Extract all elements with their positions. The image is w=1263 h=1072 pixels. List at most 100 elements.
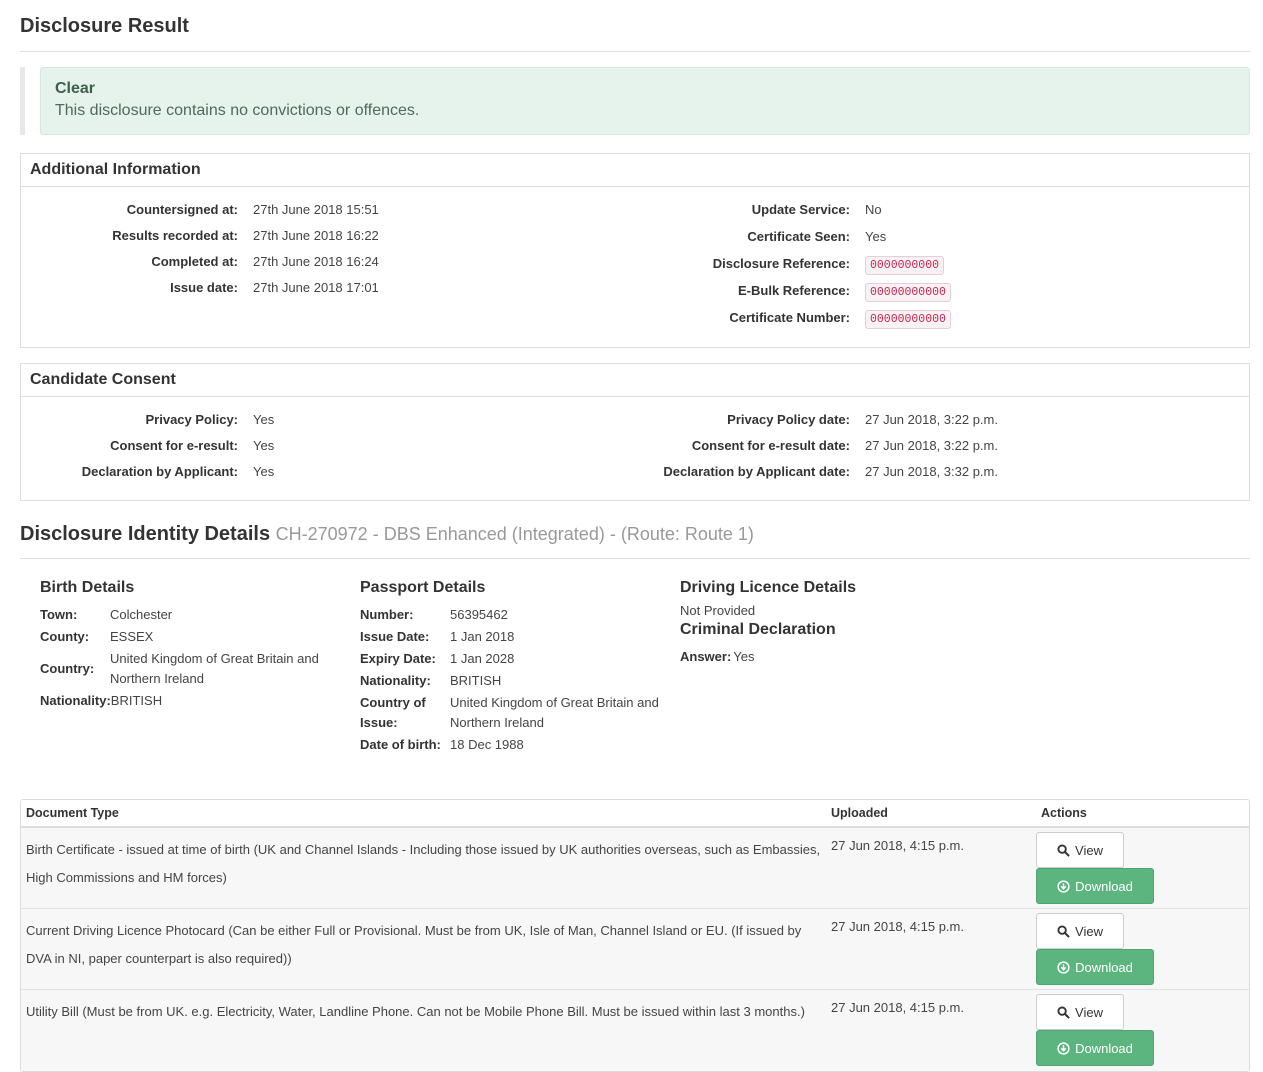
field-value: 27th June 2018 16:24 [253,254,379,269]
table-row: Birth Certificate - issued at time of bi… [21,828,1249,909]
view-label: View [1075,1004,1103,1020]
field-label: County: [40,629,90,644]
field-value: ESSEX [110,629,154,644]
download-label: Download [1075,878,1133,894]
birth-county-row: County: ESSEX [40,627,360,647]
field-label: Certificate Seen: [747,229,850,244]
actions-cell: View Download [1036,828,1249,908]
passport-issue-date-row: Issue Date: 1 Jan 2018 [360,627,680,647]
view-button[interactable]: View [1036,913,1124,949]
passport-details-title: Passport Details [360,579,486,596]
document-type-cell: Current Driving Licence Photocard (Can b… [26,923,802,966]
certificate-number-code: 00000000000 [865,310,951,329]
field-value: 27 Jun 2018, 3:32 p.m. [865,464,998,479]
document-type-cell: Utility Bill (Must be from UK. e.g. Elec… [26,1004,805,1019]
download-button[interactable]: Download [1036,868,1154,904]
identity-title: Disclosure Identity Details [20,523,271,545]
ebulk-reference-code: 00000000000 [865,283,951,302]
declaration-date-row: Declaration by Applicant date: 27 Jun 201… [635,464,1249,490]
birth-nationality-row: Nationality: BRITISH [40,691,360,711]
field-value: 27 Jun 2018, 3:22 p.m. [865,438,998,453]
passport-details: Passport Details Number: 56395462 Issue D… [360,579,680,799]
identity-details: Birth Details Town: Colchester County: ESS… [20,559,1250,799]
consent-left: Privacy Policy: Yes Consent for e-result:… [21,412,635,490]
field-value: 27th June 2018 15:51 [253,202,379,217]
alert-text: This disclosure contains no convictions … [55,102,420,119]
view-label: View [1075,842,1103,858]
col-header-document-type: Document Type [26,806,119,820]
field-label: Country: [40,661,95,676]
passport-country-row: Country of Issue: United Kingdom of Great… [360,693,680,733]
documents-table: Document Type Uploaded Actions Birth Cer… [20,799,1250,1072]
page-title: Disclosure Result [20,0,1250,52]
privacy-policy-date-row: Privacy Policy date: 27 Jun 2018, 3:22 p.… [635,412,1249,438]
field-label: Date of birth: [360,737,441,752]
field-label: Issue Date: [360,629,430,644]
additional-info-right: Update Service: No Certificate Seen: Yes D… [635,202,1249,337]
uploaded-cell: 27 Jun 2018, 4:15 p.m. [831,838,964,853]
view-button[interactable]: View [1036,994,1124,1030]
consent-right: Privacy Policy date: 27 Jun 2018, 3:22 p.… [635,412,1249,490]
field-value: Colchester [110,607,173,622]
update-service-row: Update Service: No [635,202,1249,229]
field-label: Consent for e-result: [110,438,238,453]
field-value: United Kingdom of Great Britain and Nort… [450,695,659,730]
table-row: Utility Bill (Must be from UK. e.g. Elec… [21,990,1249,1071]
field-label: Results recorded at: [112,228,238,243]
field-value: 1 Jan 2018 [450,629,515,644]
download-label: Download [1075,1040,1133,1056]
field-value: Yes [253,412,275,427]
actions-cell: View Download [1036,990,1249,1071]
field-label: Number: [360,607,414,622]
declaration-row: Declaration by Applicant: Yes [21,464,635,490]
candidate-consent-panel: Candidate Consent Privacy Policy: Yes Con… [20,363,1250,501]
download-circle-icon [1057,879,1070,893]
download-circle-icon [1057,1041,1070,1055]
field-value: Yes [733,649,755,664]
document-type-cell: Birth Certificate - issued at time of bi… [26,842,821,885]
view-button[interactable]: View [1036,832,1124,868]
criminal-declaration-title: Criminal Declaration [680,621,836,638]
field-value: Yes [253,438,275,453]
field-label: Privacy Policy: [145,412,239,427]
field-value: United Kingdom of Great Britain and Nort… [110,651,319,686]
consent-eresult-row: Consent for e-result: Yes [21,438,635,464]
col-header-uploaded: Uploaded [831,806,888,820]
field-value: Yes [865,229,887,244]
search-icon [1057,843,1070,857]
results-recorded-row: Results recorded at: 27th June 2018 16:22 [21,228,635,254]
download-button[interactable]: Download [1036,949,1154,985]
additional-info-left: Countersigned at: 27th June 2018 15:51 Re… [21,202,635,337]
additional-info-panel: Additional Information Countersigned at:… [20,153,1250,348]
field-value: 00000000000 [865,283,951,302]
completed-row: Completed at: 27th June 2018 16:24 [21,254,635,280]
identity-subtitle: CH-270972 - DBS Enhanced (Integrated) - … [275,524,754,544]
disclosure-reference-row: Disclosure Reference: 0000000000 [635,256,1249,283]
identity-section-title: Disclosure Identity Details CH-270972 - … [20,523,1250,559]
field-value: 1 Jan 2028 [450,651,515,666]
view-label: View [1075,923,1103,939]
certificate-seen-row: Certificate Seen: Yes [635,229,1249,256]
field-label: Answer: [680,649,732,664]
uploaded-cell: 27 Jun 2018, 4:15 p.m. [831,919,964,934]
passport-dob-row: Date of birth: 18 Dec 1988 [360,735,680,755]
field-label: Update Service: [751,202,850,217]
search-icon [1057,1005,1070,1019]
field-label: Expiry Date: [360,651,436,666]
field-label: Countersigned at: [126,202,238,217]
download-button[interactable]: Download [1036,1030,1154,1066]
field-label: Issue date: [170,280,238,295]
certificate-number-row: Certificate Number: 00000000000 [635,310,1249,337]
countersigned-row: Countersigned at: 27th June 2018 15:51 [21,202,635,228]
result-alert: Clear This disclosure contains no convic… [40,67,1250,135]
field-value: BRITISH [110,693,163,708]
field-label: Country of Issue: [360,695,426,730]
driving-licence-title: Driving Licence Details [680,579,857,596]
privacy-policy-row: Privacy Policy: Yes [21,412,635,438]
ebulk-reference-row: E-Bulk Reference: 00000000000 [635,283,1249,310]
field-label: Consent for e-result date: [691,438,850,453]
alert-title: Clear [55,80,96,97]
result-alert-row: Clear This disclosure contains no convic… [20,67,1250,135]
field-value: 27th June 2018 16:22 [253,228,379,243]
driving-criminal-details: Driving Licence Details Not Provided Cri… [680,579,1000,799]
